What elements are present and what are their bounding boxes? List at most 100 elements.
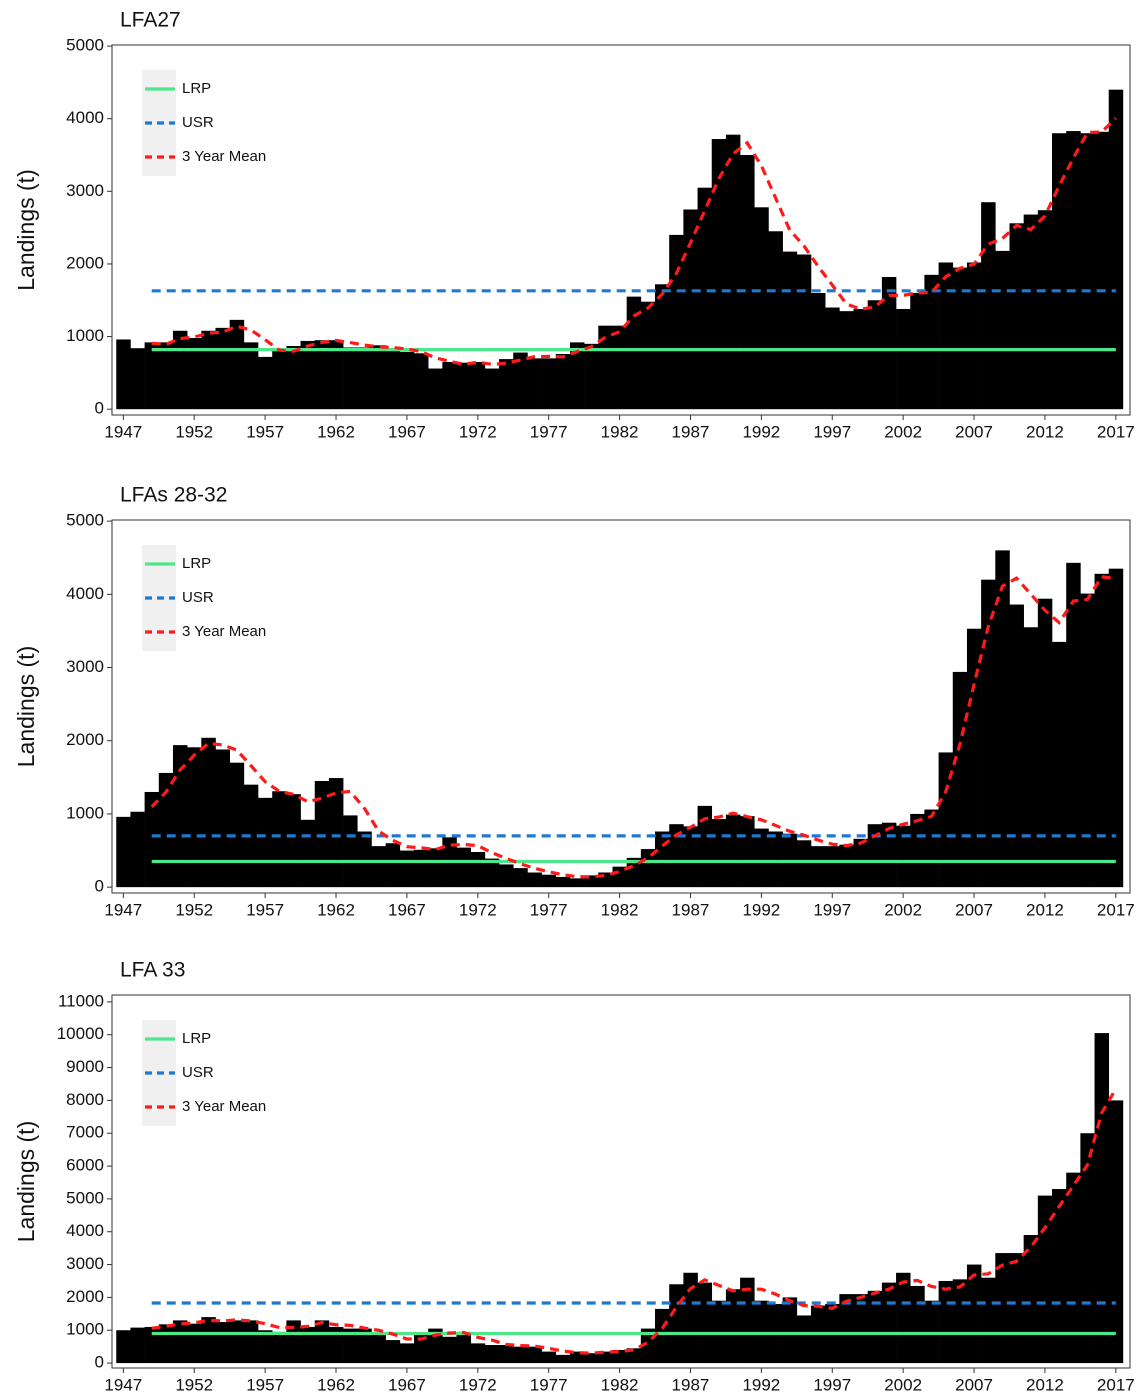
bar [981, 579, 996, 888]
x-tick-label: 1947 [104, 1375, 142, 1394]
bar [328, 340, 344, 410]
bar [725, 814, 741, 888]
bar [711, 819, 727, 888]
bar [229, 319, 245, 410]
bar [839, 311, 854, 410]
bar [896, 825, 911, 888]
x-tick-label: 1952 [175, 422, 213, 441]
bar [867, 824, 883, 888]
bar [683, 1272, 698, 1364]
bar [1037, 598, 1053, 888]
bar [740, 1277, 755, 1364]
bar [754, 207, 769, 410]
bar [881, 1282, 897, 1364]
bar [116, 339, 131, 410]
bar [584, 343, 599, 410]
bar [428, 1328, 443, 1364]
bar [541, 358, 557, 410]
y-tick-label: 2000 [66, 253, 104, 272]
legend: LRP USR 3 Year Mean [142, 1020, 266, 1126]
bar [1066, 1172, 1081, 1364]
bar [1108, 568, 1124, 888]
y-axis-label: Landings (t) [13, 1121, 39, 1242]
bar [711, 1300, 727, 1364]
x-tick-label: 2002 [884, 900, 922, 919]
legend-label: 3 Year Mean [182, 1098, 266, 1115]
bar [1080, 1133, 1095, 1364]
bar [442, 361, 457, 410]
legend-label: LRP [182, 80, 211, 97]
bar [924, 1300, 939, 1364]
bar [683, 826, 698, 888]
bar [201, 1317, 216, 1364]
bar [201, 330, 216, 410]
bar [924, 274, 939, 410]
bar [413, 849, 429, 888]
bar [711, 139, 727, 410]
y-tick-label: 1000 [66, 803, 104, 822]
bar [187, 1323, 202, 1364]
y-tick-label: 11000 [58, 991, 104, 1010]
y-tick-label: 0 [95, 1353, 104, 1372]
x-tick-label: 1982 [601, 1375, 639, 1394]
bar [853, 308, 869, 410]
bar [598, 325, 613, 410]
y-tick-label: 5000 [66, 36, 104, 55]
bar [655, 1308, 670, 1364]
bar [995, 550, 1010, 888]
bar [201, 737, 216, 888]
bar [995, 250, 1010, 410]
bar [428, 848, 443, 888]
bar [896, 1272, 911, 1364]
plot-frame [111, 44, 1131, 416]
bar [555, 876, 571, 888]
bar [1052, 641, 1067, 888]
y-tick-label: 8000 [66, 1090, 104, 1109]
bar [768, 231, 783, 410]
bar [1066, 131, 1081, 410]
legend-label: 3 Year Mean [182, 148, 266, 165]
bar [1080, 593, 1095, 888]
bar [499, 1345, 514, 1364]
bar [938, 752, 954, 888]
bar [640, 301, 656, 410]
bar [910, 813, 925, 888]
bar [484, 858, 500, 888]
bar [172, 745, 188, 888]
bar [541, 874, 557, 888]
bar [456, 1331, 472, 1364]
bar [1009, 604, 1024, 888]
bar [513, 868, 528, 888]
bar [655, 831, 670, 888]
bar [697, 1282, 713, 1364]
bar [1023, 214, 1039, 410]
bar [470, 1343, 486, 1364]
bar [569, 878, 585, 888]
legend-label: USR [182, 1064, 214, 1081]
bar [1023, 627, 1039, 888]
legend: LRP USR 3 Year Mean [142, 70, 266, 176]
x-tick-label: 1962 [317, 422, 355, 441]
x-tick-label: 1967 [388, 900, 426, 919]
bar [754, 1300, 769, 1364]
bar [981, 202, 996, 410]
bar [555, 1354, 571, 1364]
bar [513, 352, 528, 410]
bar [910, 1285, 925, 1364]
y-tick-label: 3000 [66, 181, 104, 200]
x-tick-label: 1962 [317, 900, 355, 919]
bar [399, 1343, 415, 1364]
bar [484, 1345, 500, 1364]
bar [881, 277, 897, 410]
bar [527, 1346, 542, 1364]
x-tick-label: 2012 [1026, 422, 1064, 441]
bar [215, 327, 230, 410]
x-tick-label: 1967 [388, 1375, 426, 1394]
x-tick-label: 1947 [104, 900, 142, 919]
y-tick-label: 4000 [66, 108, 104, 127]
bar [655, 284, 670, 410]
bar [158, 1324, 174, 1364]
bar [343, 1328, 358, 1364]
bar [896, 308, 911, 410]
